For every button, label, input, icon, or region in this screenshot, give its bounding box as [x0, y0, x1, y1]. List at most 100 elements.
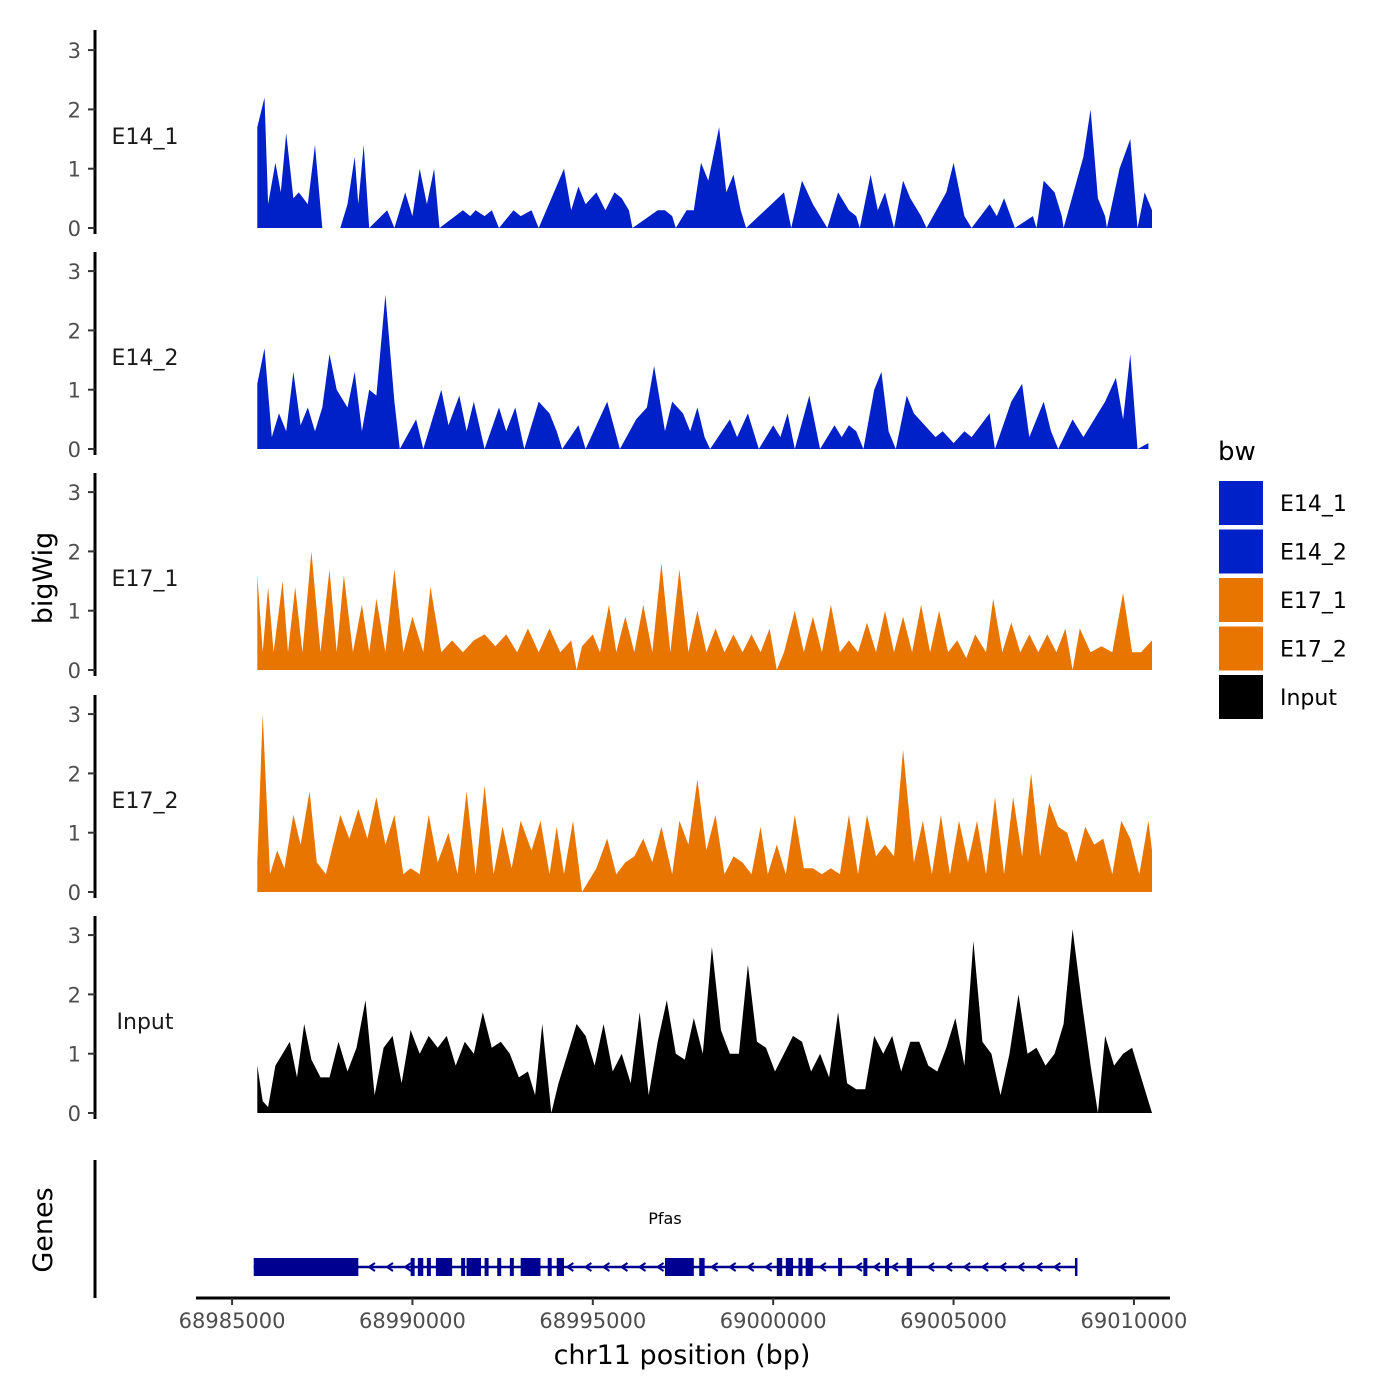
y-tick-label: 3 [68, 481, 81, 505]
y-tick-label: 1 [68, 600, 81, 624]
gene-label: Pfas [648, 1209, 681, 1228]
track-E14_2: 0 1 2 3 E14_2 [68, 252, 1149, 462]
strand-arrow [583, 1262, 592, 1272]
gene-exon [798, 1258, 803, 1276]
gene-exon [805, 1258, 813, 1276]
gene-exon [664, 1258, 694, 1276]
strand-arrow [619, 1262, 629, 1272]
strand-arrow [709, 1262, 719, 1272]
gene-exon [520, 1258, 541, 1276]
legend-label-E14_2: E14_2 [1280, 541, 1347, 566]
strand-arrow [637, 1262, 647, 1272]
area-E17_2 [257, 714, 1152, 892]
track-label-E14_1: E14_1 [112, 125, 179, 150]
bigwig-tracks: 0 1 2 3 E14_1 0 1 2 3 E14_2 0 1 2 3 E17_1 0 1 2 3 E17_2 0 1 2 3… [68, 30, 1152, 1126]
y-tick-label: 1 [68, 379, 81, 403]
legend-key-E17_1 [1219, 578, 1263, 622]
y-tick-label: 3 [68, 260, 81, 284]
x-tick-label: 69010000 [1080, 1309, 1187, 1333]
y-tick-label: 0 [68, 659, 81, 683]
y-tick-label: 3 [68, 703, 81, 727]
track-label-E14_2: E14_2 [112, 346, 179, 371]
x-tick-label: 69005000 [900, 1309, 1007, 1333]
gene-exon [410, 1258, 415, 1276]
track-label-E17_2: E17_2 [112, 789, 179, 814]
strand-arrow [655, 1262, 665, 1272]
gene-exon [699, 1258, 705, 1276]
legend-label-E14_1: E14_1 [1280, 492, 1347, 517]
strand-arrow [1052, 1262, 1061, 1272]
y-tick-label: 1 [68, 158, 81, 182]
gene-exon [885, 1258, 890, 1276]
y-tick-label: 2 [68, 98, 81, 122]
track-label-E17_1: E17_1 [112, 567, 179, 592]
y-tick-label: 2 [68, 540, 81, 564]
x-tick-label: 69000000 [720, 1309, 827, 1333]
legend-key-E14_1 [1219, 481, 1263, 525]
gene-exon [417, 1258, 424, 1276]
y-tick-label: 2 [68, 762, 81, 786]
legend-label-E17_1: E17_1 [1280, 589, 1347, 614]
gene-track: Pfas [93, 1160, 1078, 1298]
gene-exon [466, 1258, 481, 1276]
gene-exon [547, 1258, 552, 1276]
gene-exon [435, 1258, 453, 1276]
track-E14_1: 0 1 2 3 E14_1 [68, 30, 1152, 241]
gene-exon [776, 1258, 783, 1276]
strand-arrow [403, 1262, 412, 1272]
legend-title: bw [1218, 437, 1256, 467]
y-tick-label: 2 [68, 983, 81, 1007]
y-tick-label: 3 [68, 39, 81, 63]
area-E14_1 [257, 97, 1152, 228]
gene-track-title: Genes [28, 1187, 59, 1272]
x-tick-label: 68990000 [359, 1309, 466, 1333]
area-E14_2 [257, 294, 1149, 449]
track-label-Input: Input [117, 1010, 174, 1035]
y-tick-label: 0 [68, 881, 81, 905]
gene-exon [253, 1258, 359, 1276]
track-E17_2: 0 1 2 3 E17_2 [68, 695, 1152, 905]
strand-arrow [872, 1262, 881, 1272]
x-axis-title: chr11 position (bp) [554, 1340, 811, 1371]
area-E17_1 [257, 551, 1152, 670]
track-E17_1: 0 1 2 3 E17_1 [68, 473, 1152, 683]
gene-exon [838, 1258, 843, 1276]
strand-arrow [890, 1262, 899, 1272]
strand-arrow [818, 1262, 827, 1272]
strand-arrow [367, 1262, 376, 1272]
y-tick-label: 0 [68, 1102, 81, 1126]
strand-arrow [998, 1262, 1007, 1272]
strand-arrow [745, 1262, 755, 1272]
area-Input [257, 929, 1152, 1113]
legend-label-Input: Input [1280, 686, 1337, 711]
gene-exon [426, 1258, 431, 1276]
strand-arrow [1016, 1262, 1025, 1272]
legend-key-Input [1219, 675, 1263, 719]
strand-arrow [944, 1262, 953, 1272]
strand-arrow [727, 1262, 737, 1272]
x-axis: 68985000 68990000 68995000 69000000 69005000… [179, 1296, 1187, 1333]
strand-arrow [565, 1262, 574, 1272]
y-tick-label: 2 [68, 319, 81, 343]
gene-exon [461, 1258, 466, 1276]
y-axis-title: bigWig [28, 532, 59, 625]
strand-arrow [385, 1262, 394, 1272]
y-tick-label: 3 [68, 924, 81, 948]
legend-key-E14_2 [1219, 529, 1263, 574]
x-tick-label: 68985000 [179, 1309, 286, 1333]
strand-arrow [763, 1262, 773, 1272]
track-Input: 0 1 2 3 Input [68, 916, 1152, 1126]
strand-arrow [926, 1262, 935, 1272]
gene-exon [906, 1258, 913, 1276]
y-tick-label: 1 [68, 1043, 81, 1067]
y-tick-label: 0 [68, 438, 81, 462]
gene-exon [863, 1258, 868, 1276]
strand-arrow [601, 1262, 610, 1272]
legend: bw E14_1 E14_2 E17_1 E17_2 Input [1218, 437, 1347, 719]
gene-exon [497, 1258, 502, 1276]
legend-label-E17_2: E17_2 [1280, 638, 1347, 663]
strand-arrow [962, 1262, 971, 1272]
gene-exon [484, 1258, 489, 1276]
gene-exon [785, 1258, 794, 1276]
